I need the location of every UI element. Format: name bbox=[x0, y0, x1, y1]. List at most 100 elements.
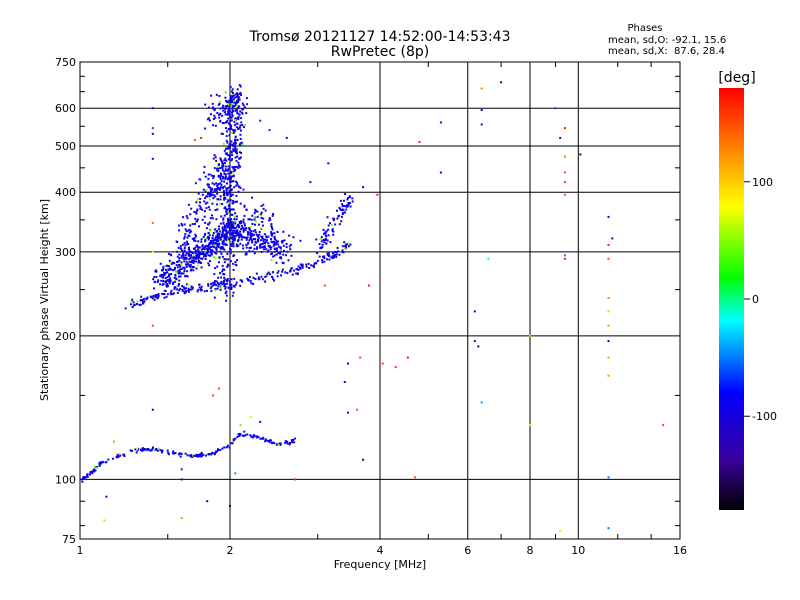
echo-point bbox=[176, 261, 179, 263]
echo-point bbox=[176, 255, 179, 258]
echo-point bbox=[206, 248, 209, 250]
echo-point bbox=[322, 243, 325, 246]
x-tick-labels: 1 2 4 6 8 10 16 bbox=[77, 544, 688, 557]
echo-point bbox=[223, 159, 226, 162]
echo-point bbox=[221, 240, 224, 243]
echo-point bbox=[227, 168, 230, 171]
echo-point bbox=[219, 449, 222, 451]
echo-point bbox=[219, 202, 221, 205]
echo-point bbox=[206, 252, 208, 254]
echo-point bbox=[251, 214, 254, 217]
echo-point bbox=[200, 451, 203, 454]
echo-point bbox=[334, 223, 337, 226]
echo-point bbox=[233, 170, 236, 173]
echo-point bbox=[178, 283, 180, 285]
echo-point bbox=[226, 101, 228, 103]
echo-point bbox=[480, 109, 483, 111]
echo-point bbox=[208, 208, 211, 211]
echo-point bbox=[208, 195, 211, 198]
echo-point bbox=[253, 252, 256, 255]
echo-point bbox=[203, 171, 206, 174]
echo-point bbox=[235, 148, 238, 151]
echo-point bbox=[205, 454, 208, 457]
echo-point bbox=[236, 100, 239, 103]
echo-point bbox=[222, 163, 225, 165]
echo-point bbox=[607, 215, 610, 218]
echo-point bbox=[219, 286, 222, 289]
echo-point bbox=[274, 242, 277, 245]
y-tick-label: 750 bbox=[55, 56, 76, 69]
echo-point bbox=[200, 240, 203, 243]
echo-point bbox=[233, 186, 236, 189]
echo-point bbox=[228, 128, 231, 130]
echo-point bbox=[318, 255, 321, 258]
echo-point bbox=[216, 244, 219, 247]
echo-point bbox=[198, 260, 201, 263]
echo-point bbox=[186, 275, 189, 278]
echo-point bbox=[197, 248, 200, 251]
echo-point bbox=[251, 435, 254, 438]
echo-point bbox=[180, 478, 183, 481]
echo-point bbox=[231, 294, 234, 297]
echo-point bbox=[223, 227, 226, 230]
echo-point bbox=[91, 472, 94, 475]
echo-point bbox=[245, 244, 248, 247]
echo-point bbox=[279, 252, 282, 255]
echo-point bbox=[217, 186, 219, 189]
echo-point bbox=[216, 238, 218, 241]
echo-point bbox=[218, 163, 220, 166]
echo-point bbox=[189, 264, 192, 267]
echo-point bbox=[162, 279, 165, 282]
echo-point bbox=[347, 204, 350, 207]
echo-point bbox=[214, 289, 217, 292]
echo-point bbox=[208, 221, 211, 224]
echo-point bbox=[226, 211, 229, 214]
echo-point bbox=[225, 446, 228, 449]
echo-point bbox=[187, 289, 190, 292]
echo-point bbox=[204, 255, 207, 258]
echo-point bbox=[176, 250, 178, 253]
echo-point bbox=[181, 224, 184, 227]
echo-point bbox=[205, 227, 208, 230]
echo-point bbox=[231, 202, 234, 205]
echo-point bbox=[173, 288, 176, 290]
echo-point bbox=[248, 249, 251, 252]
echo-point bbox=[226, 141, 229, 144]
echo-point bbox=[229, 94, 232, 97]
echo-point bbox=[207, 117, 210, 120]
echo-point bbox=[232, 262, 235, 265]
echo-point bbox=[288, 443, 291, 446]
echo-point bbox=[235, 184, 238, 187]
echo-point bbox=[239, 85, 242, 88]
echo-point bbox=[244, 236, 247, 239]
echo-point bbox=[268, 217, 271, 219]
echo-point bbox=[228, 108, 231, 111]
echo-point bbox=[229, 179, 232, 182]
x-axis-label: Frequency [MHz] bbox=[334, 558, 426, 571]
echo-point bbox=[234, 472, 237, 475]
echo-point bbox=[341, 203, 344, 206]
echo-point bbox=[176, 291, 179, 294]
echo-point bbox=[155, 270, 158, 273]
echo-point bbox=[91, 471, 94, 474]
echo-point bbox=[198, 225, 200, 228]
echo-point bbox=[232, 229, 235, 232]
colorbar-tick-label: -100 bbox=[752, 410, 777, 423]
echo-point bbox=[252, 276, 255, 279]
echo-point bbox=[226, 182, 228, 185]
echo-point bbox=[219, 176, 222, 179]
echo-point bbox=[247, 232, 250, 234]
echo-point bbox=[191, 223, 194, 226]
echo-point bbox=[203, 290, 206, 293]
echo-point bbox=[246, 277, 249, 280]
echo-point bbox=[221, 264, 224, 267]
echo-point bbox=[220, 252, 223, 255]
echo-point bbox=[346, 205, 349, 208]
echo-point bbox=[235, 159, 238, 162]
echo-point bbox=[249, 276, 251, 278]
echo-point bbox=[346, 198, 349, 201]
echo-point bbox=[206, 201, 209, 204]
echo-point bbox=[187, 203, 190, 206]
echo-point bbox=[262, 203, 265, 206]
echo-point bbox=[219, 238, 222, 241]
